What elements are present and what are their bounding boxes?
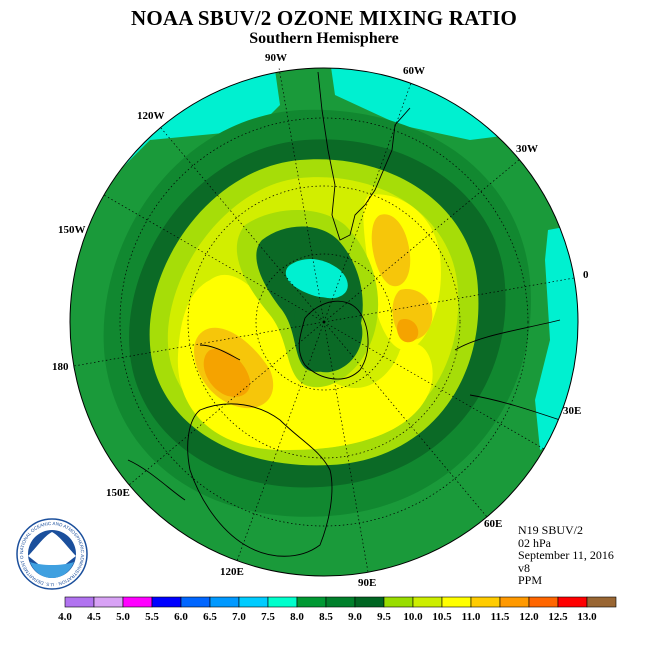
colorbar-tick-label: 10.0 [403,611,423,623]
lon-label-0: 0 [583,269,589,281]
map-subtitle: Southern Hemisphere [249,30,399,47]
colorbar-swatch [180,596,211,608]
coast-australia [187,403,333,557]
vortex-core-cyan [285,258,348,299]
colorbar-swatch [412,596,443,608]
lon-label-90e: 90E [358,577,376,589]
coastlines [127,71,561,557]
lon-label-60w: 60W [403,65,425,77]
latitude-circle-3 [119,117,529,527]
colorbar-tick-label: 4.0 [58,611,72,623]
graticule [73,67,575,573]
colorbar-swatch [528,596,559,608]
band-11-5-west [203,349,251,397]
meridian-30w [323,158,521,323]
colorbar-swatch [267,596,298,608]
colorbar-swatch [586,596,617,608]
map-metadata: N19 SBUV/2 02 hPa September 11, 2016 v8 … [518,524,614,587]
meta-units: PPM [518,573,543,587]
colorbar-swatch [296,596,327,608]
colorbar-tick-label: 12.0 [519,611,539,623]
colorbar-tick-label: 13.0 [577,611,597,623]
colorbar-swatch [122,596,153,608]
map-title: NOAA SBUV/2 OZONE MIXING RATIO [131,6,517,30]
colorbar-ticks: 4.0 4.5 5.0 5.5 6.0 6.5 7.0 7.5 8.0 8.5 9.0 9.5 10.0… [58,611,597,623]
lon-label-30e: 30E [563,405,581,417]
vortex-lobe [294,296,363,373]
lon-label-60e: 60E [484,518,502,530]
colorbar-swatch [557,596,588,608]
colorbar-tick-label: 6.0 [174,611,188,623]
colorbar-tick-label: 5.5 [145,611,159,623]
colorbar-tick-label: 6.5 [203,611,217,623]
cyan-patch-top [330,68,520,140]
colorbar-swatch [354,596,385,608]
map-border [69,67,579,577]
meta-version: v8 [518,560,530,575]
colorbar-swatch [325,596,356,608]
colorbar-swatch [64,596,95,608]
colorbar-tick-label: 10.5 [432,611,452,623]
lon-label-30w: 30W [516,143,538,155]
coast-south-america [317,71,411,241]
colorbar-tick-label: 12.5 [548,611,568,623]
logo-noaa-text: NOAA [39,549,66,559]
lon-label-180: 180 [52,361,69,373]
colorbar-tick-label: 8.0 [290,611,304,623]
colorbar-tick-label: 9.5 [377,611,391,623]
lon-label-120w: 120W [137,110,165,122]
logo-bird-shape [28,532,76,578]
colorbar-tick-label: 7.5 [261,611,275,623]
colorbar-swatch [441,596,472,608]
colorbar: 4.0 4.5 5.0 5.5 6.0 6.5 7.0 7.5 8.0 8.5 9.0 9.5 10.0… [58,596,617,623]
meta-pressure-level: 02 hPa [518,535,551,550]
lon-label-150e: 150E [106,487,130,499]
coast-antarctica [298,300,369,380]
colorbar-tick-label: 11.5 [491,611,510,623]
colorbar-tick-label: 5.0 [116,611,130,623]
coast-africa [454,319,561,421]
meta-date: September 11, 2016 [518,548,614,562]
colorbar-tick-label: 11.0 [462,611,481,623]
colorbar-swatch [238,596,269,608]
band-11-0-north [371,214,411,287]
logo-water [30,562,74,578]
meridian-90w [278,67,325,323]
colorbar-swatches [64,596,617,608]
coast-new-zealand [127,344,241,501]
lon-label-120e: 120E [220,566,244,578]
noaa-logo: NATIONAL OCEANIC AND ATMOSPHERIC ADMINIS… [16,518,88,590]
colorbar-swatch [209,596,240,608]
lon-label-90w: 90W [265,52,287,64]
colorbar-swatch [470,596,501,608]
latitude-circle-2 [187,185,461,459]
colorbar-tick-label: 9.0 [348,611,362,623]
colorbar-swatch [151,596,182,608]
colorbar-tick-label: 8.5 [319,611,333,623]
lon-label-150w: 150W [58,224,86,236]
colorbar-swatch [383,596,414,608]
latitude-circle-1 [255,253,393,391]
ozone-field [70,68,578,576]
meta-satellite: N19 SBUV/2 [518,523,584,537]
band-11-5-east [397,319,419,343]
colorbar-swatch [499,596,530,608]
colorbar-tick-label: 4.5 [87,611,101,623]
colorbar-swatch [93,596,124,608]
colorbar-tick-label: 7.0 [232,611,246,623]
longitude-labels: 90W 60W 30W 0 30E 60E 90E 120E 150E 180 … [52,52,589,589]
